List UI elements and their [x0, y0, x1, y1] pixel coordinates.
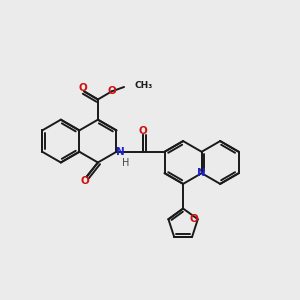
Text: O: O	[107, 86, 116, 96]
Text: CH₃: CH₃	[134, 81, 153, 90]
Text: O: O	[190, 214, 199, 224]
Text: H: H	[122, 158, 129, 168]
Text: N: N	[116, 147, 124, 157]
Text: N: N	[197, 168, 206, 178]
Text: O: O	[78, 83, 87, 93]
Text: O: O	[139, 126, 148, 136]
Text: O: O	[81, 176, 89, 186]
